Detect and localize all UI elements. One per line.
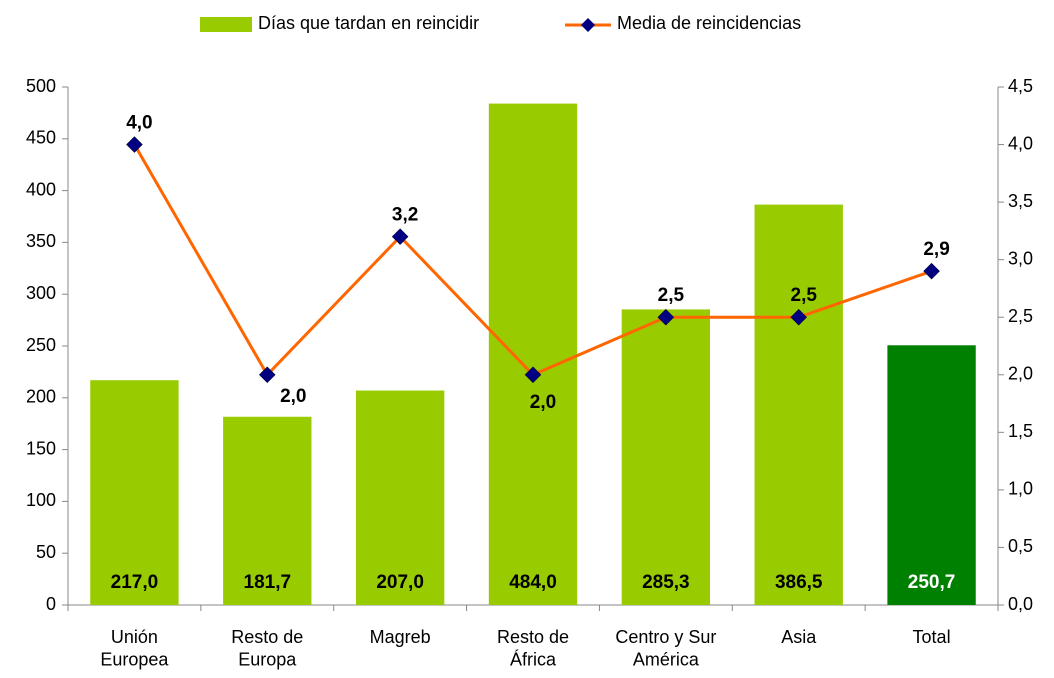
y2-tick-label: 3,5 bbox=[1008, 191, 1033, 211]
marker bbox=[258, 366, 276, 384]
y-tick-label: 250 bbox=[26, 335, 56, 355]
x-tick-label: Total bbox=[913, 627, 951, 647]
bar-value-label: 386,5 bbox=[775, 572, 823, 593]
bar bbox=[90, 380, 179, 605]
y2-tick-label: 0,0 bbox=[1008, 594, 1033, 614]
line-value-label: 2,0 bbox=[280, 386, 306, 407]
line-value-label: 2,9 bbox=[923, 239, 949, 260]
y-tick-label: 300 bbox=[26, 283, 56, 303]
legend-swatch bbox=[581, 18, 595, 32]
bar bbox=[223, 416, 312, 605]
bar bbox=[887, 345, 976, 605]
y-tick-label: 350 bbox=[26, 231, 56, 251]
marker bbox=[790, 308, 808, 326]
bar-value-label: 181,7 bbox=[244, 572, 292, 593]
x-tick-label: Unión Europea bbox=[100, 627, 169, 670]
x-tick-label: Magreb bbox=[370, 627, 431, 647]
marker bbox=[524, 366, 542, 384]
y2-tick-label: 4,5 bbox=[1008, 76, 1033, 96]
bar-value-label: 285,3 bbox=[642, 572, 690, 593]
bar-value-label: 484,0 bbox=[509, 572, 557, 593]
marker bbox=[391, 228, 409, 245]
bar bbox=[621, 309, 711, 605]
legend-label: Días que tardan en reincidir bbox=[258, 13, 479, 33]
x-tick-label: Centro y Sur América bbox=[615, 627, 716, 670]
legend-label: Media de reincidencias bbox=[617, 13, 801, 33]
y2-tick-label: 1,5 bbox=[1008, 421, 1033, 441]
marker bbox=[923, 262, 940, 280]
y2-tick-label: 3,0 bbox=[1008, 248, 1033, 268]
y-tick-label: 500 bbox=[26, 76, 56, 96]
bar bbox=[488, 103, 578, 606]
line-value-label: 2,0 bbox=[530, 392, 556, 413]
x-tick-label: Resto de Europa bbox=[231, 627, 303, 670]
x-tick-label: Resto de África bbox=[497, 627, 569, 670]
y2-tick-label: 4,0 bbox=[1008, 133, 1033, 153]
bar bbox=[355, 390, 445, 605]
y-tick-label: 450 bbox=[26, 128, 56, 148]
y2-tick-label: 0,5 bbox=[1008, 536, 1033, 556]
bar-value-label: 250,7 bbox=[908, 572, 956, 593]
y-tick-label: 100 bbox=[26, 490, 56, 510]
legend-swatch bbox=[200, 17, 252, 32]
x-tick-label: Asia bbox=[781, 627, 817, 647]
bar-value-label: 217,0 bbox=[111, 572, 159, 593]
line-value-label: 2,5 bbox=[658, 285, 685, 306]
y-tick-label: 150 bbox=[26, 438, 56, 458]
y-tick-label: 50 bbox=[36, 542, 56, 562]
bar bbox=[754, 204, 843, 605]
y-tick-label: 200 bbox=[26, 387, 56, 407]
line-value-label: 2,5 bbox=[791, 285, 818, 306]
y-tick-label: 400 bbox=[26, 179, 56, 199]
y2-tick-label: 2,0 bbox=[1008, 364, 1033, 384]
marker bbox=[657, 308, 675, 326]
line-value-label: 3,2 bbox=[392, 205, 418, 226]
y2-tick-label: 1,0 bbox=[1008, 479, 1033, 499]
y-tick-label: 0 bbox=[46, 594, 56, 614]
bar-value-label: 207,0 bbox=[376, 572, 424, 593]
marker bbox=[126, 136, 143, 153]
line-value-label: 4,0 bbox=[126, 113, 152, 134]
y2-tick-label: 2,5 bbox=[1008, 306, 1033, 326]
